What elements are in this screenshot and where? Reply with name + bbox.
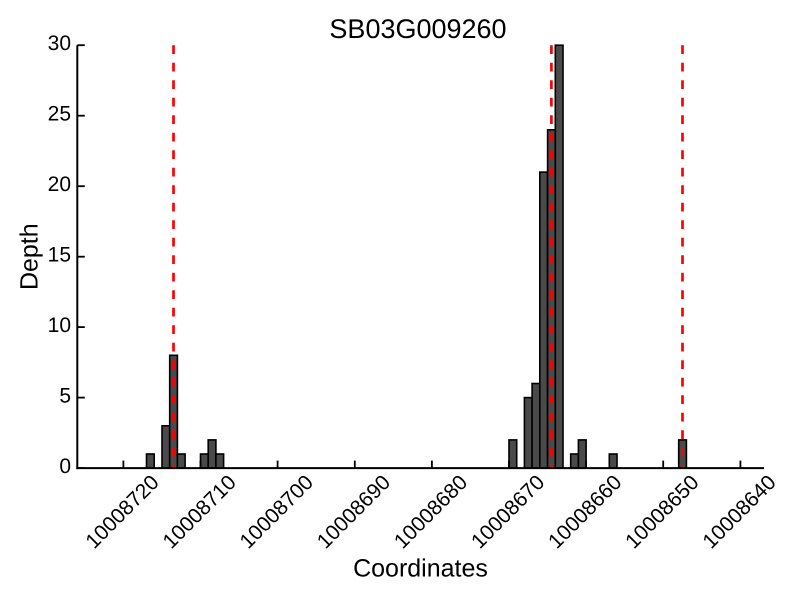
svg-text:5: 5 [59,385,71,408]
svg-text:10: 10 [48,314,71,337]
svg-text:20: 20 [48,173,71,196]
svg-text:25: 25 [48,103,71,126]
svg-text:Coordinates: Coordinates [353,555,488,583]
svg-text:0: 0 [59,455,71,478]
svg-text:30: 30 [48,32,71,55]
svg-text:Depth: Depth [16,223,44,290]
svg-text:15: 15 [48,244,71,267]
svg-text:SB03G009260: SB03G009260 [329,14,506,44]
